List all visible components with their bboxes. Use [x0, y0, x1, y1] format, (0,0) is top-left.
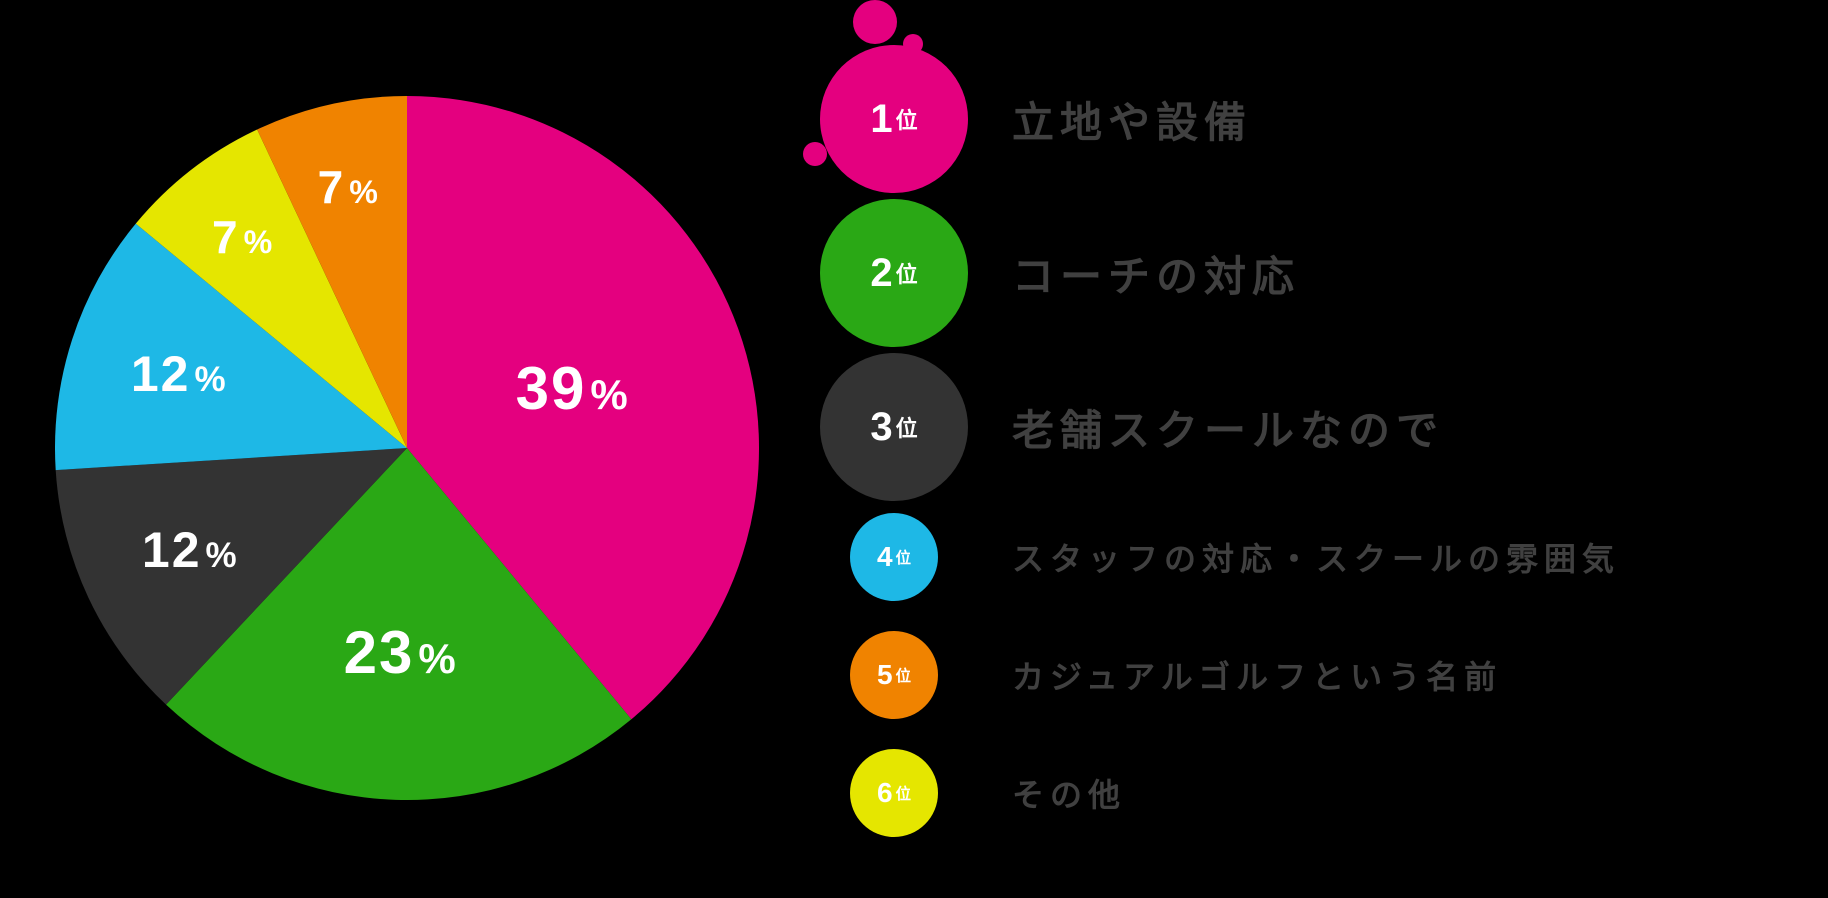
rank-number: 5 — [877, 659, 894, 691]
pie-slice-value: 12 — [142, 521, 202, 579]
pie-slice-label: 7% — [318, 160, 380, 214]
percent-suffix: % — [206, 536, 239, 576]
legend-label: その他 — [1012, 770, 1126, 816]
legend-item: 6位 その他 — [850, 749, 1126, 837]
rank-badge: 3位 — [820, 353, 968, 501]
rank-number: 4 — [877, 541, 894, 573]
percent-suffix: % — [418, 635, 457, 683]
pie-slice-label: 7% — [212, 210, 274, 264]
legend-item: 4位 スタッフの対応・スクールの雰囲気 — [850, 513, 1620, 601]
legend-label: 立地や設備 — [1012, 89, 1252, 150]
rank-number: 3 — [870, 405, 893, 450]
rank-suffix: 位 — [896, 257, 918, 289]
pie-slice-value: 7 — [318, 160, 346, 214]
rank-suffix: 位 — [896, 411, 918, 443]
rank-badge: 4位 — [850, 513, 938, 601]
rank-badge: 2位 — [820, 199, 968, 347]
legend-item: 1位立地や設備 — [820, 45, 1252, 193]
legend-item: 5位 カジュアルゴルフという名前 — [850, 631, 1502, 719]
pie-slice-label: 12% — [131, 345, 228, 403]
pie-slice-value: 7 — [212, 210, 240, 264]
percent-suffix: % — [590, 371, 629, 419]
rank-suffix: 位 — [896, 782, 911, 804]
rank-badge: 5位 — [850, 631, 938, 719]
chart-stage: 1位立地や設備2位コーチの対応3位老舗スクールなので4位スタッフの対応・スクール… — [0, 0, 1828, 898]
pie-slice-value: 39 — [516, 354, 587, 423]
rank-suffix: 位 — [896, 664, 911, 686]
legend-label: コーチの対応 — [1012, 243, 1300, 304]
legend-label: スタッフの対応・スクールの雰囲気 — [1012, 534, 1620, 580]
pie-slice-label: 23% — [344, 618, 458, 687]
percent-suffix: % — [244, 224, 275, 261]
rank-number: 2 — [870, 251, 893, 296]
percent-suffix: % — [194, 360, 227, 400]
pie-slice-label: 39% — [516, 354, 630, 423]
rank-number: 6 — [877, 777, 894, 809]
legend-item: 2位コーチの対応 — [820, 199, 1300, 347]
pie-slice-label: 12% — [142, 521, 239, 579]
rank-number: 1 — [870, 97, 893, 142]
rank-badge: 6位 — [850, 749, 938, 837]
pie-slice-value: 23 — [344, 618, 415, 687]
rank-suffix: 位 — [896, 546, 911, 568]
pie-slice-value: 12 — [131, 345, 191, 403]
legend-item: 3位老舗スクールなので — [820, 353, 1444, 501]
rank-badge: 1位 — [820, 45, 968, 193]
legend-label: 老舗スクールなので — [1012, 397, 1444, 458]
percent-suffix: % — [349, 174, 380, 211]
rank-suffix: 位 — [896, 103, 918, 135]
decoration-circle — [853, 0, 897, 44]
legend-label: カジュアルゴルフという名前 — [1012, 652, 1502, 698]
